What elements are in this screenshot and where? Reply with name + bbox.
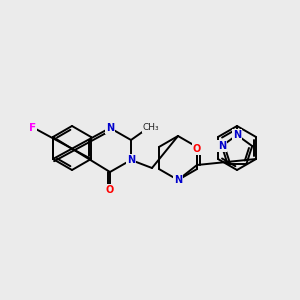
- Text: CH₃: CH₃: [143, 124, 159, 133]
- Text: N: N: [233, 130, 241, 140]
- Text: O: O: [193, 144, 201, 154]
- Text: N: N: [218, 141, 226, 151]
- Text: N: N: [127, 155, 135, 165]
- Text: N: N: [174, 175, 182, 185]
- Text: N: N: [106, 123, 114, 133]
- Text: O: O: [106, 185, 114, 195]
- Text: F: F: [29, 123, 37, 133]
